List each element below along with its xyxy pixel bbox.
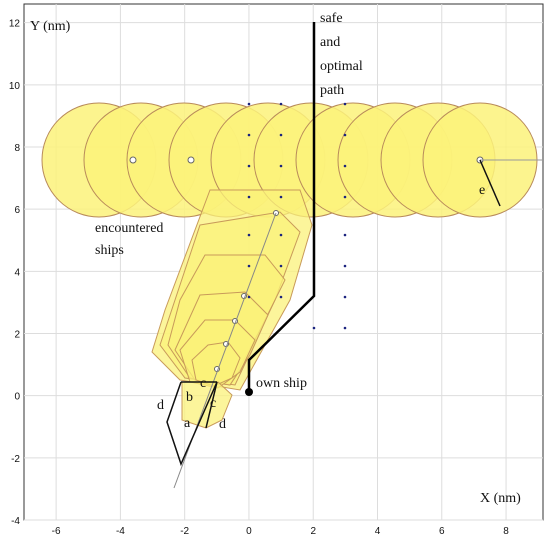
y-tick-label: 6 (14, 205, 20, 216)
encountered-ship-circles (41, 102, 543, 218)
label-b: b (186, 390, 193, 405)
x-tick-label: 4 (375, 526, 381, 537)
own-ship-annotation: own ship (256, 376, 307, 391)
x-tick-label: 6 (439, 526, 445, 537)
safe-path (247, 22, 316, 392)
y-tick-label: -4 (11, 516, 20, 527)
label-d: d (219, 417, 226, 432)
x-axis-label: X (nm) (480, 491, 521, 506)
label-d: d (157, 398, 164, 413)
label-c: c (210, 396, 216, 411)
x-tick-label: 0 (246, 526, 252, 537)
label-c: c (200, 376, 206, 391)
y-tick-label: 12 (9, 19, 21, 30)
own-ship (245, 388, 253, 396)
y-tick-label: 4 (14, 267, 20, 278)
x-tick-label: 2 (310, 526, 316, 537)
x-tick-label: -2 (180, 526, 189, 537)
path-annotation: safe and optimal path (320, 11, 363, 98)
grid-dots (247, 102, 347, 330)
label-a: a (184, 416, 191, 431)
x-tick-label: 8 (503, 526, 509, 537)
y-tick-label: 0 (14, 392, 20, 403)
label-e: e (479, 183, 485, 198)
y-tick-label: -2 (11, 454, 20, 465)
y-axis-label: Y (nm) (30, 19, 71, 34)
y-tick-label: 8 (14, 143, 20, 154)
y-tick-label: 10 (9, 81, 21, 92)
ships-annotation: encountered ships (95, 221, 163, 258)
x-tick-label: -6 (52, 526, 61, 537)
y-tick-label: 2 (14, 329, 20, 340)
encountered-ship-domains (151, 189, 313, 489)
x-tick-label: -4 (116, 526, 125, 537)
